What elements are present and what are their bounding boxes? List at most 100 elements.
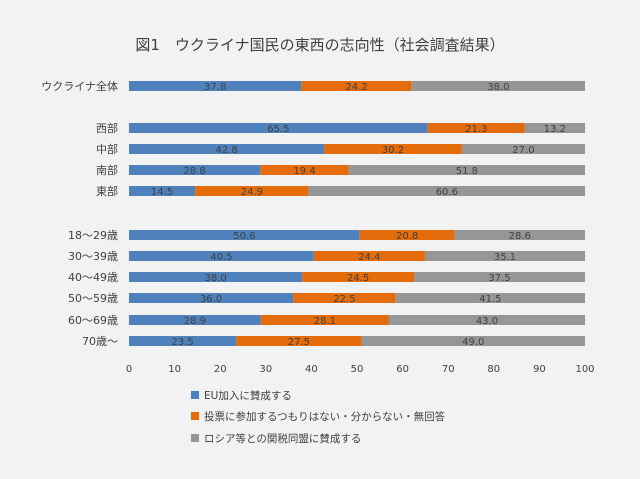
bars-layer: 37.8 24.2 38.0 65.5 21.3 13.2 42.8 30.2 27.0 28.8… xyxy=(129,81,585,348)
category-label: 70歳～ xyxy=(82,335,118,348)
data-label: 27.0 xyxy=(512,145,534,156)
bar-segment xyxy=(313,251,425,261)
bar-segment xyxy=(359,230,455,240)
legend-label: 投票に参加するつもりはない・分からない・無回答 xyxy=(204,410,446,423)
data-label: 24.5 xyxy=(347,273,369,284)
data-label: 50.6 xyxy=(233,231,255,242)
category-label: 60～69歳 xyxy=(68,314,118,327)
data-label: 14.5 xyxy=(151,187,173,198)
data-label: 22.5 xyxy=(333,294,355,305)
bar-segment xyxy=(411,81,585,91)
bar-segment xyxy=(395,293,585,303)
data-label: 60.6 xyxy=(436,187,458,198)
x-tick-label: 40 xyxy=(305,364,318,375)
category-label: 18～29歳 xyxy=(68,229,118,242)
bar-segment xyxy=(293,293,396,303)
data-label: 65.5 xyxy=(267,124,289,135)
data-label: 36.0 xyxy=(200,294,222,305)
data-label: 28.9 xyxy=(184,316,206,327)
bar-segment xyxy=(461,144,585,154)
bar-segment xyxy=(260,165,349,175)
bar-segment xyxy=(129,81,302,91)
x-tick-label: 80 xyxy=(487,364,500,375)
data-label: 38.0 xyxy=(487,82,509,93)
category-label: 中部 xyxy=(96,142,118,156)
bar-segment xyxy=(129,186,196,196)
legend-label: EU加入に賛成する xyxy=(204,389,292,402)
bar-segment xyxy=(129,336,237,346)
bar-segment xyxy=(361,336,585,346)
x-tick-label: 50 xyxy=(351,364,364,375)
data-label: 42.8 xyxy=(215,145,237,156)
data-label: 28.8 xyxy=(184,166,206,177)
bar-segment xyxy=(129,144,325,154)
category-label: 南部 xyxy=(96,163,118,177)
bar-segment xyxy=(129,315,261,325)
data-label: 19.4 xyxy=(293,166,315,177)
data-label: 24.4 xyxy=(358,252,380,263)
data-label: 24.9 xyxy=(241,187,263,198)
x-tick-label: 60 xyxy=(396,364,409,375)
bar-segment xyxy=(129,251,314,261)
bar-segment xyxy=(414,272,585,282)
data-label: 51.8 xyxy=(456,166,478,177)
bar-segment xyxy=(388,315,585,325)
x-tick-label: 30 xyxy=(259,364,272,375)
data-label: 49.0 xyxy=(462,337,484,348)
bar-segment xyxy=(129,165,261,175)
bar-segment xyxy=(524,123,585,133)
bar-segment xyxy=(348,165,585,175)
data-label: 37.8 xyxy=(204,82,226,93)
x-tick-label: 90 xyxy=(533,364,546,375)
bar-segment xyxy=(129,230,360,240)
legend-label: ロシア等との関税同盟に賛成する xyxy=(204,432,361,445)
data-label: 27.5 xyxy=(288,337,310,348)
category-label: 30～39歳 xyxy=(68,250,118,263)
category-label: 40～49歳 xyxy=(68,271,118,284)
data-label: 35.1 xyxy=(494,252,516,263)
data-label: 24.2 xyxy=(345,82,367,93)
x-tick-label: 100 xyxy=(575,364,594,375)
x-tick-label: 70 xyxy=(442,364,455,375)
data-label: 30.2 xyxy=(382,145,404,156)
category-label: ウクライナ全体 xyxy=(41,79,118,93)
category-label: 西部 xyxy=(96,121,118,135)
bar-segment xyxy=(454,230,585,240)
bar-segment xyxy=(324,144,462,154)
data-label: 37.5 xyxy=(488,273,510,284)
bar-segment xyxy=(260,315,389,325)
bar-segment xyxy=(427,123,525,133)
bar-segment xyxy=(308,186,585,196)
data-label: 28.1 xyxy=(314,316,336,327)
x-tick-label: 10 xyxy=(168,364,181,375)
x-tick-label: 20 xyxy=(214,364,227,375)
bar-segment xyxy=(129,272,303,282)
data-label: 21.3 xyxy=(465,124,487,135)
data-label: 13.2 xyxy=(544,124,566,135)
legend-swatch xyxy=(191,434,199,442)
legend: EU加入に賛成する投票に参加するつもりはない・分からない・無回答ロシア等との関税… xyxy=(191,389,446,445)
data-label: 28.6 xyxy=(509,231,531,242)
bar-segment xyxy=(195,186,309,196)
legend-swatch xyxy=(191,412,199,420)
legend-swatch xyxy=(191,391,199,399)
x-tick-label: 0 xyxy=(126,364,132,375)
category-label: 東部 xyxy=(96,184,118,198)
bar-segment xyxy=(236,336,362,346)
bar-segment xyxy=(302,272,414,282)
category-label: 50～59歳 xyxy=(68,292,118,305)
bar-segment xyxy=(129,293,294,303)
bar-segment xyxy=(424,251,585,261)
data-label: 43.0 xyxy=(476,316,498,327)
data-label: 20.8 xyxy=(396,231,418,242)
bar-segment xyxy=(129,123,428,133)
bar-segment xyxy=(301,81,412,91)
data-label: 23.5 xyxy=(171,337,193,348)
data-label: 38.0 xyxy=(205,273,227,284)
chart-title: 図1 ウクライナ国民の東西の志向性（社会調査結果） xyxy=(135,36,504,54)
x-axis: 0 10 20 30 40 50 60 70 80 90 100 xyxy=(126,364,595,375)
data-label: 40.5 xyxy=(210,252,232,263)
